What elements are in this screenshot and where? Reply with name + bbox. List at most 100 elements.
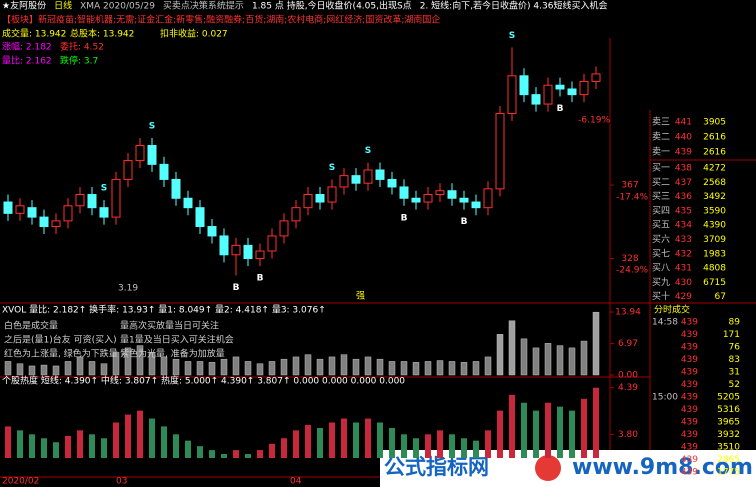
bar [184, 361, 192, 376]
order-cell: 4272 [703, 164, 726, 174]
low-label: 3.19 [118, 284, 138, 294]
order-cell: 1983 [703, 249, 726, 259]
bar [437, 430, 443, 458]
trades-title: 分时成交 [654, 304, 690, 316]
header-item: 2. 短线:向下,若今日收盘价) 4.36短线买入机会 [420, 0, 608, 12]
bar [532, 347, 540, 376]
bar [197, 446, 203, 458]
trade-cell: 83 [729, 355, 740, 365]
overlay-text: 紫色为光量, 准备为加放量 [120, 348, 225, 360]
order-cell: 4390 [703, 221, 726, 231]
candle-body [435, 190, 445, 195]
bar [125, 414, 131, 458]
header-item: 买卖点决策系统提示 [163, 0, 244, 12]
bar [137, 410, 143, 458]
signal: B [233, 283, 240, 293]
bar [521, 402, 527, 458]
bar [568, 347, 576, 376]
candle-body [555, 84, 565, 90]
y-tick-label: 3.80 [618, 430, 638, 440]
date-label: 04 [290, 477, 302, 487]
bar [29, 434, 35, 458]
trade-cell: 31 [729, 368, 740, 378]
bar [389, 428, 395, 458]
bar [424, 361, 432, 376]
bar [40, 364, 48, 376]
bar [53, 442, 59, 458]
candle-body [51, 220, 61, 228]
y-tick-label: 328 [621, 254, 638, 264]
date-label: 03 [116, 477, 127, 487]
order-cell: 卖三 [652, 117, 670, 128]
candle-body [291, 207, 301, 222]
bar [305, 424, 311, 458]
candle-body [135, 145, 145, 162]
bar [376, 358, 384, 376]
order-cell: 买十 [652, 290, 670, 302]
candle-body [399, 186, 409, 199]
bar [89, 434, 95, 458]
bar [196, 361, 204, 376]
order-cell: 432 [675, 249, 692, 259]
note: 强 [356, 291, 365, 302]
candle-body [15, 205, 25, 214]
order-cell: 435 [675, 206, 692, 216]
order-cell: 430 [675, 278, 692, 288]
bar [124, 347, 132, 376]
trade-cell: 439 [681, 368, 698, 378]
signal: S [365, 146, 371, 156]
bar [580, 340, 588, 376]
overlay-text: 红色为上涨量, 绿色为下跌量 [4, 348, 118, 360]
bar [436, 360, 444, 376]
trade-cell: 439 [681, 455, 698, 465]
order-cell: 429 [675, 292, 692, 302]
trade-cell: 3510 [717, 443, 740, 453]
bar [496, 334, 504, 376]
order-cell: 卖一 [652, 147, 670, 158]
trade-cell: 439 [681, 443, 698, 453]
bar [292, 356, 300, 376]
bar [556, 345, 564, 376]
bar [473, 440, 479, 458]
candle-body [459, 197, 469, 203]
trade-cell: 439 [681, 355, 698, 365]
bar [365, 418, 371, 458]
overlay-text: 白色是成交量 [4, 320, 58, 332]
bar [509, 394, 515, 458]
order-cell: 买二 [652, 177, 670, 188]
order-cell: 买四 [652, 205, 670, 216]
bar [268, 361, 276, 376]
trade-cell: 439 [681, 393, 698, 403]
sector: 【板块】新冠疫苗;智能机器;无需;证金汇金;新零售;融资融券;百货;湖南;农村电… [2, 14, 440, 26]
bar [377, 422, 383, 458]
signal: B [401, 213, 408, 223]
candle-body [171, 178, 181, 199]
order-cell: 2568 [703, 178, 726, 188]
y-tick-label: 4.39 [618, 383, 638, 393]
signal: S [101, 184, 107, 194]
bar [209, 450, 215, 458]
order-cell: 431 [675, 264, 692, 274]
order-cell: 买五 [652, 220, 670, 231]
bar [136, 345, 144, 376]
order-cell: 439 [675, 148, 692, 158]
candle-body [219, 235, 229, 256]
candle-body [231, 244, 241, 256]
bar [484, 356, 492, 376]
watermark-name: 公式指标网 [384, 455, 489, 479]
header-item: ★友阿股份 [2, 0, 46, 12]
candle-body [471, 201, 481, 209]
candle-body [363, 169, 373, 184]
order-cell: 买一 [652, 163, 670, 174]
info-item: 总股本: 13.942 [70, 28, 134, 40]
info-item: 成交量: 13.942 [2, 28, 66, 40]
watermark-url: www.9m8.com [572, 455, 753, 480]
bar [328, 356, 336, 376]
trade-cell: 89 [729, 318, 741, 328]
signal: S [509, 31, 515, 41]
order-cell: 434 [675, 221, 692, 231]
bar [16, 363, 24, 376]
candle-body [579, 80, 589, 96]
